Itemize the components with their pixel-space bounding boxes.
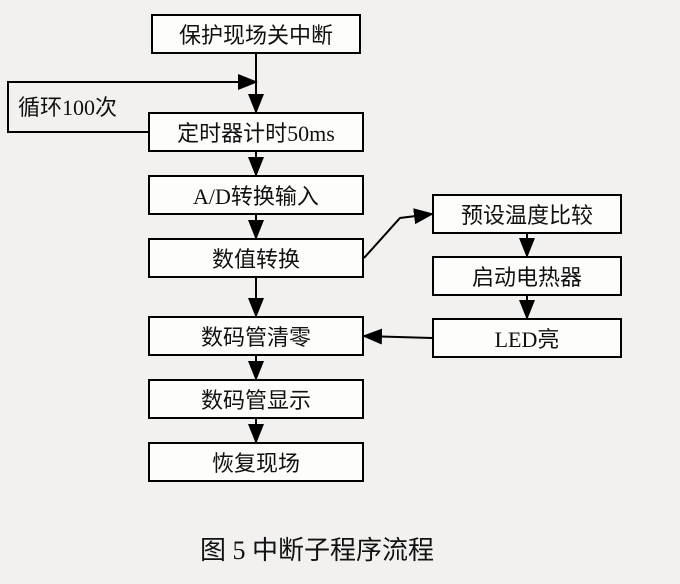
node-led-on: LED亮 [432, 318, 622, 358]
node-label: 数码管清零 [201, 320, 311, 352]
node-label: 预设温度比较 [461, 198, 593, 230]
node-label: 数码管显示 [201, 383, 311, 415]
node-display-clear: 数码管清零 [148, 316, 364, 356]
node-label: 启动电热器 [472, 260, 582, 292]
node-start-heater: 启动电热器 [432, 256, 622, 296]
node-restore: 恢复现场 [148, 442, 364, 482]
node-label: A/D转换输入 [193, 179, 319, 211]
node-label: 数值转换 [212, 242, 300, 274]
loop-label: 循环100次 [18, 90, 117, 122]
figure-caption: 图 5 中断子程序流程 [200, 530, 434, 567]
node-label: 定时器计时50ms [177, 116, 335, 148]
node-temp-compare: 预设温度比较 [432, 194, 622, 234]
node-display-show: 数码管显示 [148, 379, 364, 419]
node-timer-50ms: 定时器计时50ms [148, 112, 364, 152]
node-label: 恢复现场 [212, 446, 300, 478]
flowchart-canvas: 保护现场关中断 定时器计时50ms A/D转换输入 数值转换 数码管清零 数码管… [0, 0, 680, 584]
node-label: LED亮 [495, 322, 560, 354]
node-value-convert: 数值转换 [148, 238, 364, 278]
node-ad-input: A/D转换输入 [148, 175, 364, 215]
node-label: 保护现场关中断 [179, 18, 333, 50]
node-save-context: 保护现场关中断 [151, 14, 361, 54]
